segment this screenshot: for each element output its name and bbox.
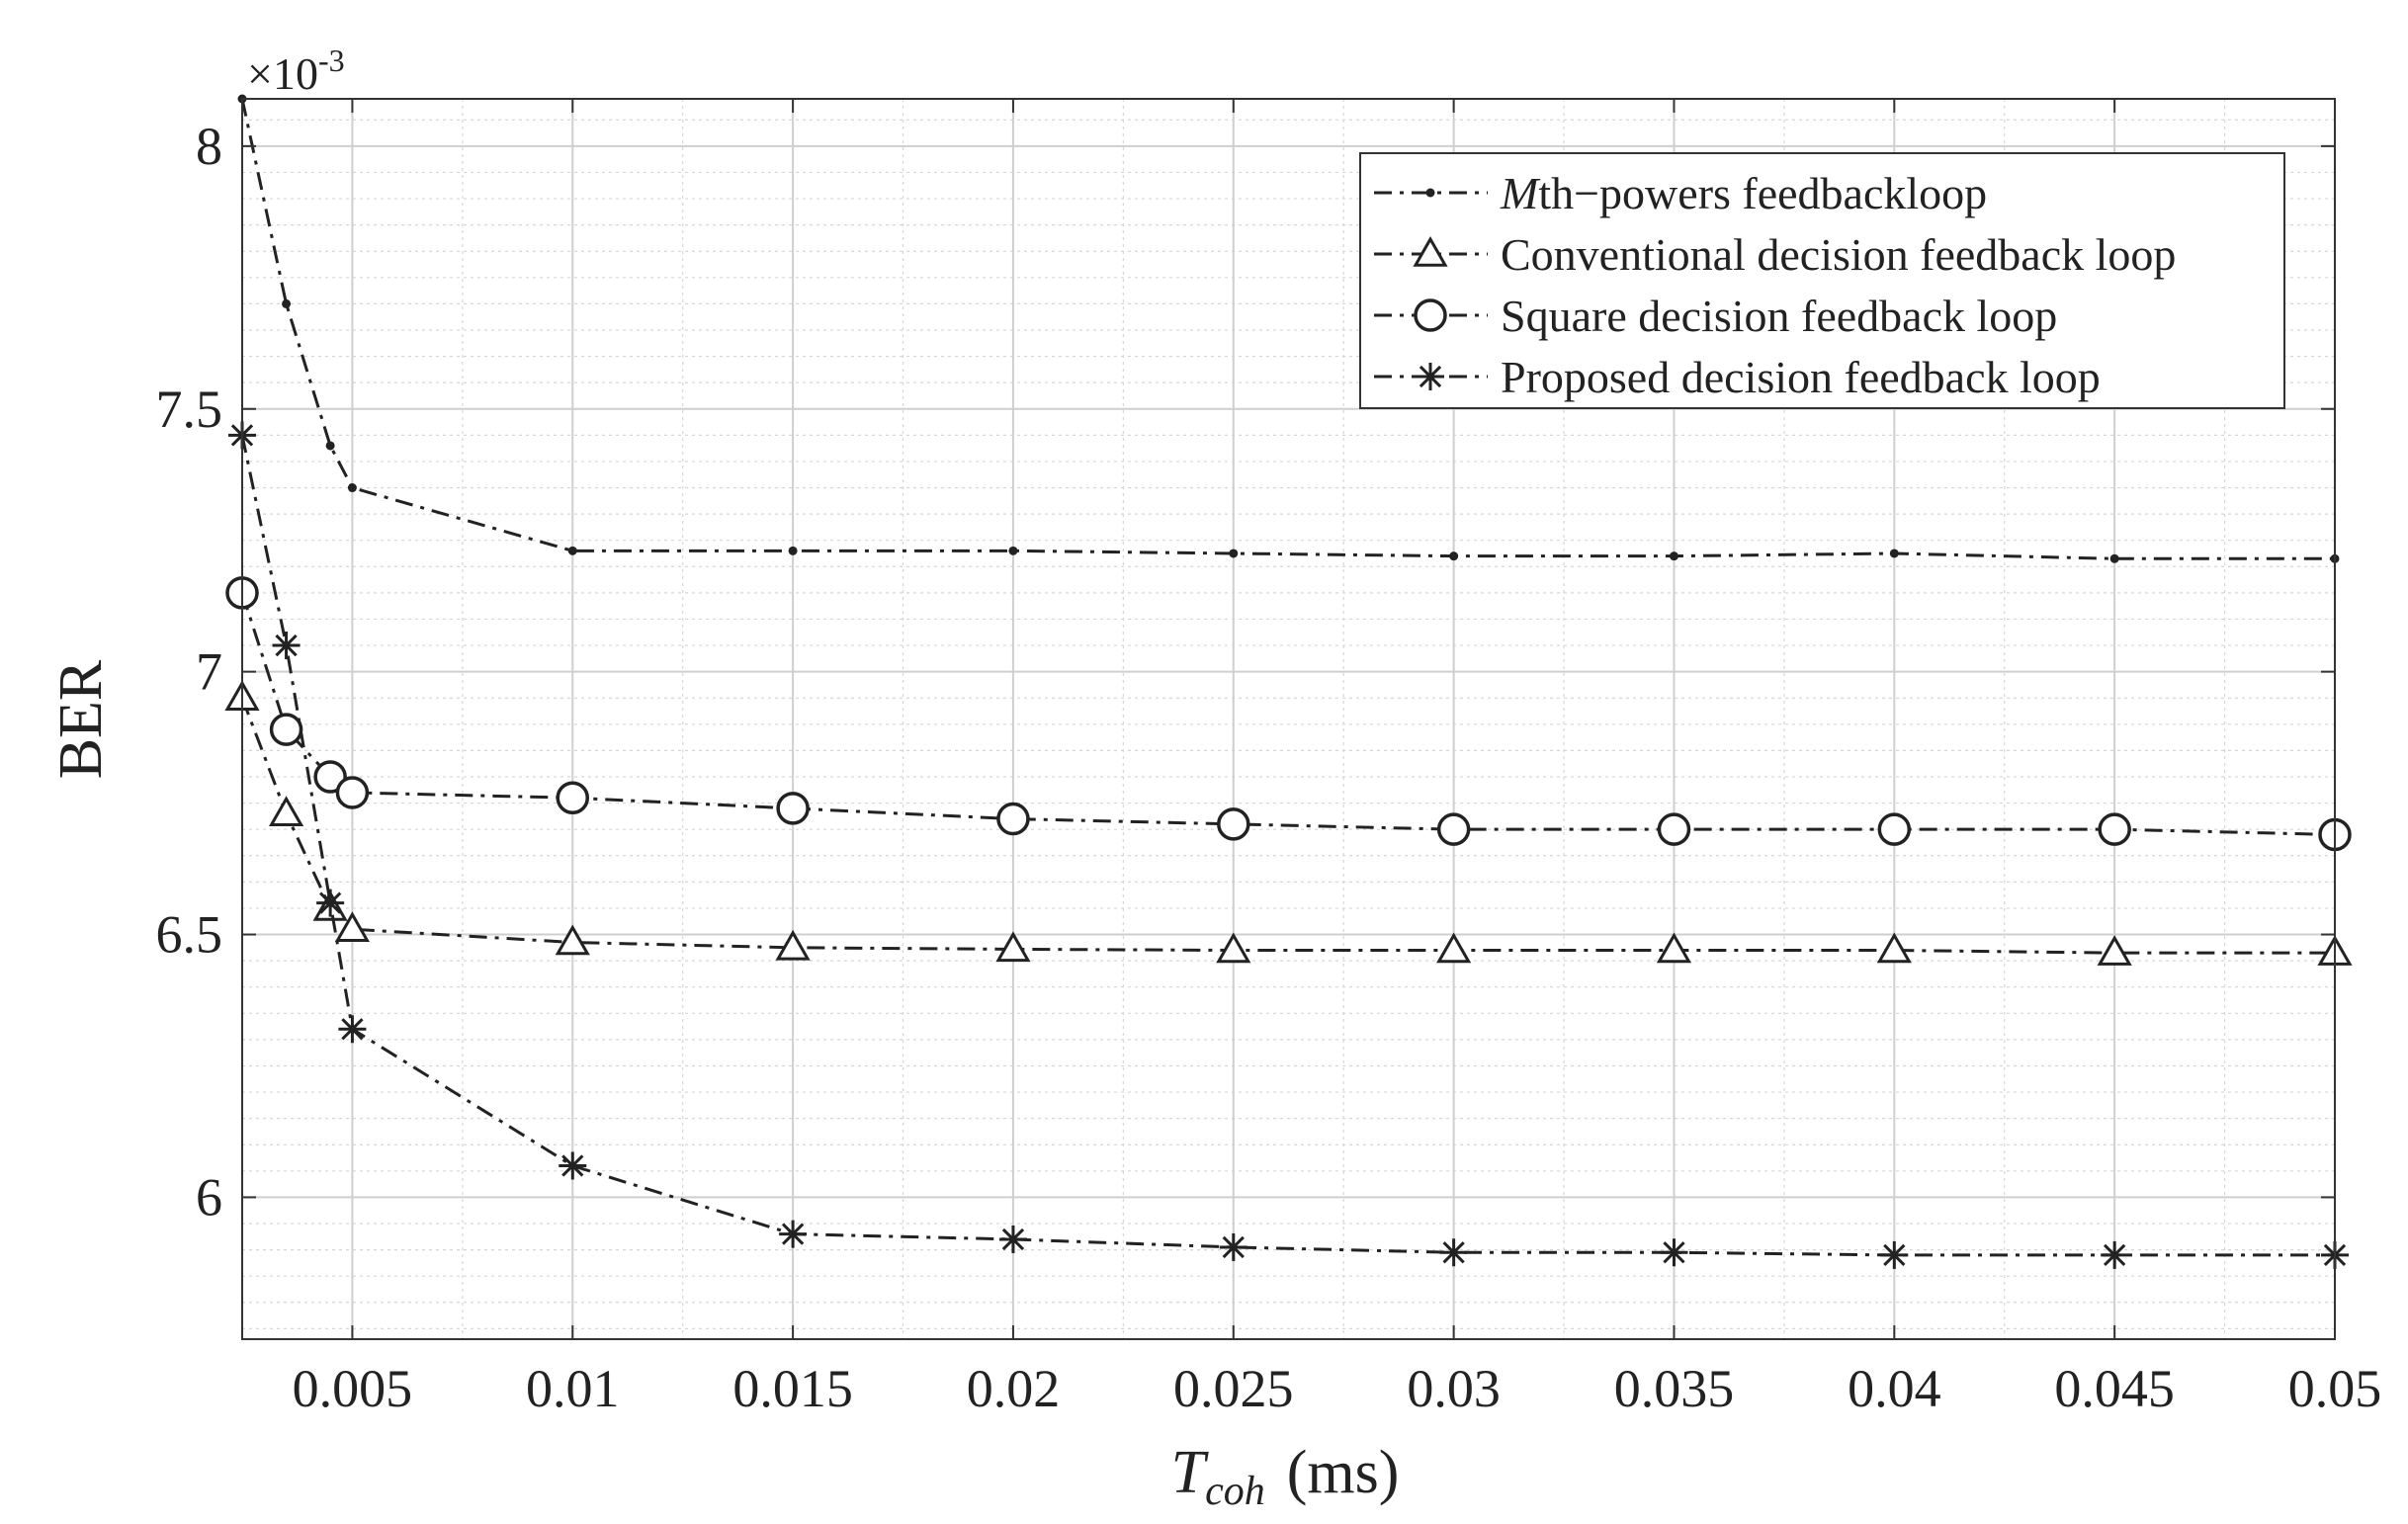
data-point [788,546,798,555]
data-point [1880,1240,1909,1269]
legend-entry: Proposed decision feedback loop [1374,352,2101,402]
legend-marker [1414,298,1447,332]
y-tick-label: 7 [196,642,222,702]
y-tick-label: 8 [196,117,222,176]
data-point [1449,551,1459,561]
x-axis-label-unit: (ms) [1287,1439,1400,1506]
y-exponent-label: ×10-3 [247,42,345,99]
y-axis-label: BER [47,659,115,779]
data-point [2101,1240,2129,1269]
y-exponent-base: ×10 [247,48,318,99]
data-point [1439,1238,1468,1267]
series-dot [237,94,2340,563]
x-tick-label: 0.03 [1407,1359,1501,1418]
data-point [1657,812,1691,846]
asterisk-stroke [1001,1228,1025,1251]
x-tick-label: 0.04 [1848,1359,1941,1418]
legend-label: Conventional decision feedback loop [1501,229,2176,280]
x-axis-label-sub: coh [1205,1469,1265,1514]
data-point [313,760,347,794]
data-point [1008,546,1018,555]
data-point [272,632,301,660]
data-point [1436,812,1471,846]
data-point [555,924,590,956]
plot-frame [241,98,2336,1340]
x-axis-label-main: T [1171,1439,1210,1506]
x-tick-label: 0.045 [2054,1359,2175,1418]
x-tick-label: 0.035 [1614,1359,1735,1418]
data-point [776,792,810,825]
data-point [347,483,357,493]
y-tick-labels: 6 6.5 7 7.5 8 [156,117,223,1228]
data-point [1876,932,1912,964]
axis-ticks [242,99,2336,1339]
legend-label: Square decision feedback loop [1501,291,2057,341]
data-point [998,1225,1027,1253]
legend-entries: Mth−powers feedbackloop Conventional deci… [1374,168,2176,402]
data-point [1877,812,1912,846]
data-point [1229,549,1239,558]
legend-entry: Square decision feedback loop [1374,291,2057,341]
data-point [1669,551,1678,561]
x-tick-labels: 0.005 0.01 0.015 0.02 0.025 0.03 0.035 0.04 0.04… [293,1359,2382,1418]
data-point [996,802,1030,836]
y-exponent-power: -3 [318,42,345,78]
data-point [1660,1238,1688,1267]
legend-label: Proposed decision feedback loop [1501,352,2101,402]
data-point [2109,553,2119,563]
y-tick-label: 7.5 [156,380,223,439]
legend-box [1359,152,2285,409]
data-point [2097,935,2132,966]
asterisk-stroke [1663,1241,1685,1264]
legend-marker [1417,363,1444,390]
x-axis-label: Tcoh (ms) [1171,1439,1400,1514]
x-tick-label: 0.01 [526,1359,620,1418]
data-point [325,441,335,451]
data-point [269,713,303,746]
data-point [556,781,590,815]
asterisk-stroke [1222,1235,1245,1259]
asterisk-stroke [1442,1241,1465,1264]
data-point [1219,1232,1247,1261]
data-point [775,929,811,961]
asterisk-stroke [781,1223,805,1245]
data-point [334,911,371,942]
data-point [1216,932,1251,964]
asterisk-stroke [561,1154,584,1177]
data-point [335,776,370,809]
asterisk-stroke [318,891,342,914]
data-point [1217,807,1250,841]
data-point [268,796,304,826]
data-point [316,889,345,917]
y-tick-label: 6.5 [156,905,223,965]
legend-marker [1425,188,1435,198]
asterisk-stroke [275,634,298,657]
x-tick-label: 0.02 [967,1359,1061,1418]
legend-entry: Mth−powers feedbackloop [1374,168,1987,218]
asterisk-stroke [341,1018,364,1041]
data-point [995,931,1031,963]
x-tick-label: 0.05 [2288,1359,2382,1418]
x-tick-label: 0.015 [732,1359,853,1418]
legend-label: Mth−powers feedbackloop [1500,168,1987,218]
data-point [338,1015,367,1044]
legend-entry: Conventional decision feedback loop [1374,229,2176,280]
data-point [1656,932,1692,964]
legend-marker [1413,235,1448,267]
x-tick-label: 0.005 [293,1359,413,1418]
asterisk-stroke [2104,1243,2126,1267]
legend: Mth−powers feedbackloop Conventional deci… [1359,152,2285,409]
asterisk-stroke [1883,1243,1906,1267]
x-tick-label: 0.025 [1173,1359,1294,1418]
data-point [779,1220,808,1248]
data-point [559,1151,587,1180]
data-point [1889,549,1899,558]
data-point [567,546,577,555]
data-point [1436,932,1472,964]
data-point [282,298,292,308]
data-point [2098,812,2131,846]
y-tick-label: 6 [196,1167,222,1227]
asterisk-stroke [1419,365,1442,388]
